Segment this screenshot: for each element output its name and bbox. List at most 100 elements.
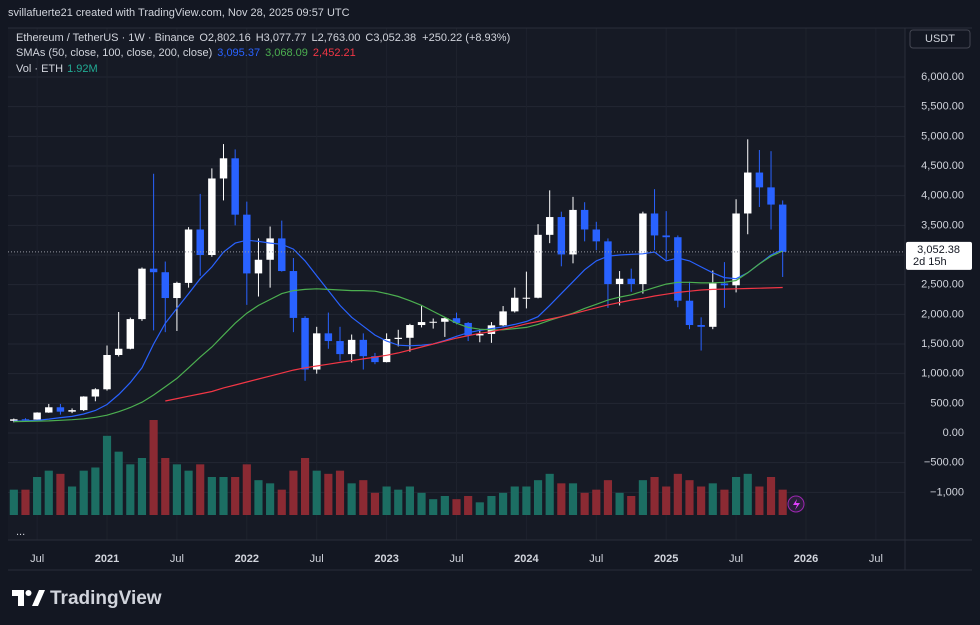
candle-body [534, 234, 542, 298]
volume-bar [21, 489, 30, 515]
volume-bar [592, 489, 601, 515]
logo-dot [25, 590, 32, 596]
volume-bar [219, 477, 228, 515]
candle-body [301, 317, 309, 370]
candle-body [45, 407, 53, 413]
alert-bolt [793, 499, 800, 510]
volume-bar [196, 464, 205, 515]
volume-bar [429, 499, 438, 515]
sma-layer [13, 239, 783, 423]
candle-body [522, 297, 531, 299]
candle-layer [10, 139, 787, 423]
volume-bar [289, 470, 298, 515]
candle-body [208, 178, 216, 256]
attribution: svillafuerte21 created with TradingView.… [8, 7, 350, 19]
candle-body [662, 235, 670, 238]
y-tick-label: 2,000.00 [921, 308, 964, 320]
x-tick-label: Jul [30, 553, 44, 565]
volume-bar [603, 480, 613, 515]
volume-bar [533, 480, 543, 515]
volume-bar [359, 480, 368, 515]
logo-text: TradingView [50, 588, 162, 609]
change: +250.22 (+8.93%) [422, 32, 510, 44]
candle-body [767, 187, 775, 205]
last-price-badge [906, 241, 972, 270]
volume-bar [312, 470, 321, 515]
candle-body [312, 333, 321, 370]
volume-bar [207, 477, 216, 515]
sma-line [165, 286, 783, 402]
candle-body [33, 412, 41, 420]
volume-bar [56, 473, 65, 515]
currency-box[interactable] [909, 29, 971, 49]
candle-body [91, 389, 100, 397]
volume-bar [79, 470, 88, 515]
candle-body [441, 318, 449, 322]
volume-bar [370, 492, 380, 515]
volume-bar [242, 464, 251, 515]
x-tick-label: Jul [869, 553, 883, 565]
legend-title-row: Ethereum / TetherUS · 1W · Binance O2,802… [16, 32, 510, 44]
x-tick-label: 2025 [654, 553, 678, 565]
volume-bar [9, 489, 18, 515]
y-tick-label: 5,000.00 [921, 130, 964, 142]
ohlc-value: O2,802.16 [199, 32, 250, 44]
y-tick-label: 1,000.00 [921, 368, 964, 380]
more-button[interactable]: ... [16, 526, 25, 538]
legend-sma-row: SMAs (50, close, 100, close, 200, close)… [16, 47, 356, 59]
candle-body [79, 396, 88, 411]
candle-body [382, 338, 391, 363]
y-tick-label: 0.00 [943, 427, 964, 439]
candle-body [709, 283, 717, 327]
candle-body [464, 322, 472, 336]
candle-body [394, 337, 402, 339]
volume-bar [685, 480, 694, 515]
candle-body [336, 341, 344, 355]
x-tick-label: 2022 [235, 553, 259, 565]
y-tick-label: 4,000.00 [921, 190, 964, 202]
volume-bar [720, 489, 729, 515]
volume-bar [440, 496, 449, 515]
volume-bar [161, 458, 170, 515]
volume-layer [9, 420, 787, 515]
x-tick-label: 2024 [514, 553, 539, 565]
candle-body [417, 322, 426, 326]
volume-bar [382, 486, 391, 515]
y-tick-label: 6,000.00 [921, 71, 964, 83]
volume-bar [231, 477, 240, 515]
volume-bar [568, 483, 578, 515]
volume-bar [335, 470, 345, 515]
candle-body [639, 213, 647, 285]
candle-body [10, 419, 18, 421]
ohlc-value: C3,052.38 [365, 32, 416, 44]
volume-bar [254, 480, 263, 515]
currency[interactable]: USDT [925, 33, 955, 45]
candle-body [406, 325, 414, 338]
logo-mark [12, 590, 24, 606]
candle-body [184, 229, 193, 283]
y-tick-label: −1,000 [930, 486, 964, 498]
candle-body [615, 278, 624, 285]
candle-body [511, 297, 519, 312]
y-tick-label: 4,500.00 [921, 160, 964, 172]
volume-bar [673, 473, 682, 515]
volume-bar [732, 477, 741, 515]
candle-body [557, 217, 566, 255]
volume-bar [324, 473, 333, 515]
volume-bar [464, 496, 473, 515]
volume-bar [522, 486, 531, 515]
countdown: 2d 15h [913, 256, 947, 268]
volume-value: 1.92M [67, 63, 98, 75]
y-tick-label: 1,500.00 [921, 338, 964, 350]
candle-body [685, 300, 694, 326]
candle-body [452, 318, 461, 323]
candle-body [266, 238, 274, 260]
ohlc-value: L2,763.00 [311, 32, 360, 44]
sma-line [13, 250, 783, 423]
volume-bar [766, 477, 776, 515]
candle-body [499, 311, 507, 326]
x-tick-label: 2021 [95, 553, 119, 565]
x-tick-label: 2026 [794, 553, 818, 565]
candle-body [114, 348, 123, 355]
candle-body [103, 354, 111, 390]
